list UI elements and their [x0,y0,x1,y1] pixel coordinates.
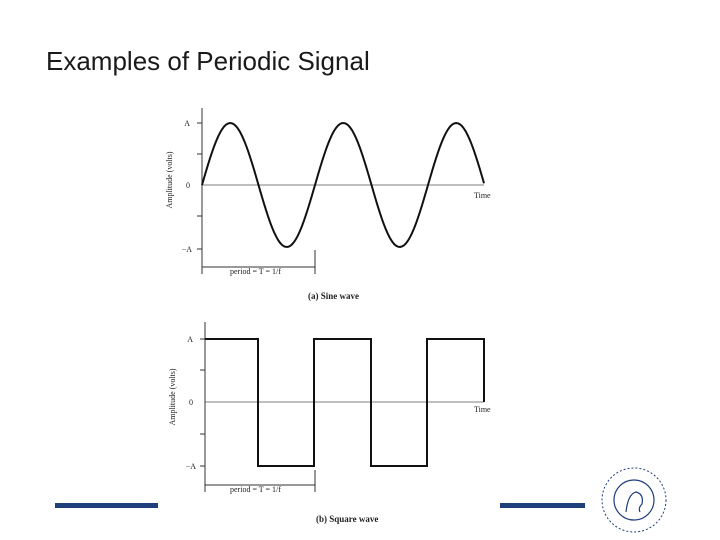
y-axis-label: Amplitude (volts) [168,368,177,425]
tick-label: 0 [189,398,193,407]
tick-label: −A [182,245,193,254]
caption: (b) Square wave [316,514,378,524]
tick-label: 0 [186,181,190,190]
slide-title: Examples of Periodic Signal [46,46,370,76]
footer-bar [55,503,158,508]
square-figure: A 0 −A Amplitude (volts) Time period = T… [168,322,491,524]
university-seal [601,467,667,533]
tick-label: A [187,335,193,344]
y-axis-label: Amplitude (volts) [165,151,174,208]
sine-wave [201,121,485,249]
caption: (a) Sine wave [308,291,359,301]
footer-bar [500,503,585,508]
square-wave [205,338,485,467]
period-label: period = T = 1/f [230,267,281,276]
x-axis-label: Time [474,191,491,200]
tick-label: −A [186,462,197,471]
tick-label: A [184,119,190,128]
sine-figure: A 0 −A Amplitude (volts) Time period = T… [165,108,491,301]
period-label: period = T = 1/f [230,485,281,494]
x-axis-label: Time [474,405,491,414]
